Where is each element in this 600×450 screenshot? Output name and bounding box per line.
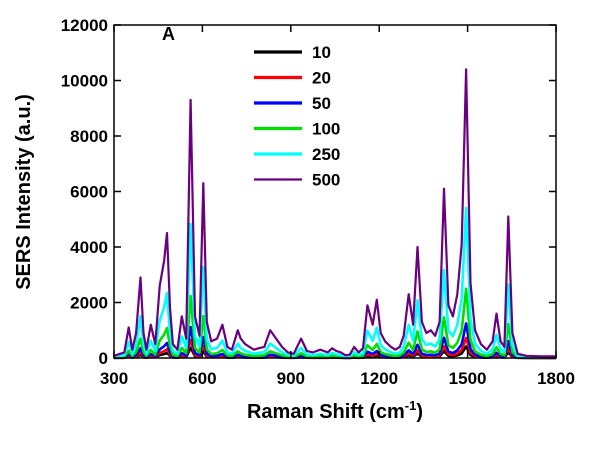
- legend-label-500: 500: [312, 171, 340, 190]
- x-axis-title: Raman Shift (cm-1): [247, 398, 423, 423]
- x-tick-label: 300: [100, 369, 128, 388]
- x-axis-title-superscript: -1: [405, 398, 417, 413]
- x-axis-title-main: Raman Shift (cm: [247, 401, 405, 423]
- panel-label: A: [162, 24, 175, 44]
- y-tick-label: 0: [99, 349, 108, 368]
- y-axis-title: SERS Intensity (a.u.): [13, 94, 35, 290]
- x-tick-label: 900: [277, 369, 305, 388]
- legend-label-20: 20: [312, 69, 331, 88]
- plot-frame: [113, 24, 557, 359]
- series-line-500: [113, 68, 556, 358]
- legend-label-10: 10: [312, 43, 331, 62]
- y-tick-label: 12000: [61, 16, 108, 35]
- y-tick-label: 8000: [70, 127, 108, 146]
- y-tick-label: 4000: [70, 238, 108, 257]
- x-tick-label: 600: [188, 369, 216, 388]
- legend: 10 20 50 100 250 500: [254, 43, 340, 190]
- legend-label-100: 100: [312, 120, 340, 139]
- series-line-250: [113, 206, 556, 359]
- series-line-100: [113, 287, 556, 359]
- x-tick-label: 1200: [360, 369, 398, 388]
- legend-label-250: 250: [312, 145, 340, 164]
- y-tick-label: 2000: [70, 294, 108, 313]
- series-layer: [113, 68, 556, 360]
- x-tick-label: 1500: [449, 369, 487, 388]
- y-tick-label: 6000: [70, 183, 108, 202]
- x-axis-title-end: ): [416, 401, 423, 423]
- x-tick-label: 1800: [537, 369, 575, 388]
- legend-label-50: 50: [312, 94, 331, 113]
- ticks-layer: 300 600 900 1200 1500 1800 0 2000 4000 6000 8000 10…: [61, 16, 575, 388]
- y-tick-label: 10000: [61, 72, 108, 91]
